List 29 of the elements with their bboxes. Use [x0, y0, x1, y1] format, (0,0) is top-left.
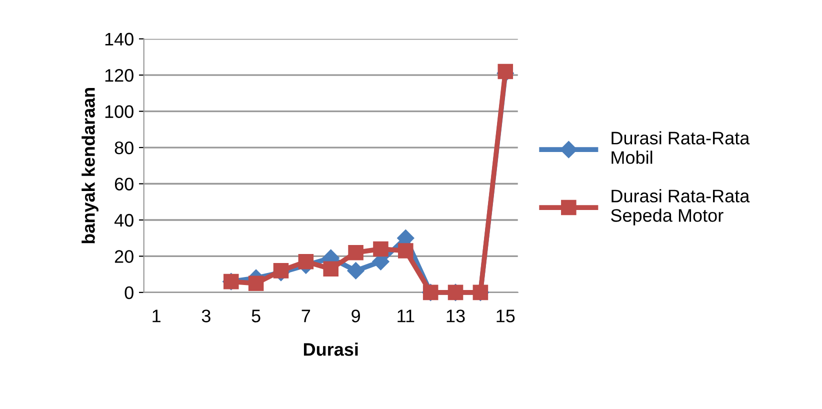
point — [373, 241, 388, 257]
y-tick-label: 120 — [105, 69, 134, 82]
x-axis-title: Durasi — [304, 342, 358, 356]
x-tick-label: 3 — [202, 310, 210, 322]
x-tick-label: 13 — [446, 310, 465, 322]
point — [298, 254, 314, 270]
point — [323, 261, 338, 277]
point — [248, 276, 264, 292]
y-tick-label: 20 — [114, 250, 134, 263]
point — [398, 243, 414, 258]
point — [347, 262, 364, 280]
point — [348, 244, 364, 260]
x-tick-label: 11 — [398, 310, 414, 322]
point — [498, 64, 514, 80]
x-tick-label: 15 — [496, 310, 515, 322]
legend-label: Durasi Rata-Rata Mobil — [612, 131, 750, 164]
x-tick-label: 1 — [152, 310, 160, 322]
y-tick-label: 80 — [114, 141, 134, 154]
x-tick-label: 9 — [352, 310, 360, 322]
legend-label: Durasi Rata-Rata Sepeda Motor — [611, 189, 750, 226]
x-tick-label: 5 — [252, 310, 260, 322]
y-tick-label: 0 — [124, 286, 134, 300]
y-tick-label: 140 — [105, 32, 134, 46]
x-tick-label: 7 — [302, 310, 310, 322]
y-tick-label: 40 — [114, 214, 134, 227]
point — [273, 263, 289, 278]
y-tick-label: 60 — [114, 178, 134, 190]
y-tick-label: 100 — [105, 105, 134, 118]
y-axis-title: banyak kendaraan — [82, 88, 98, 244]
